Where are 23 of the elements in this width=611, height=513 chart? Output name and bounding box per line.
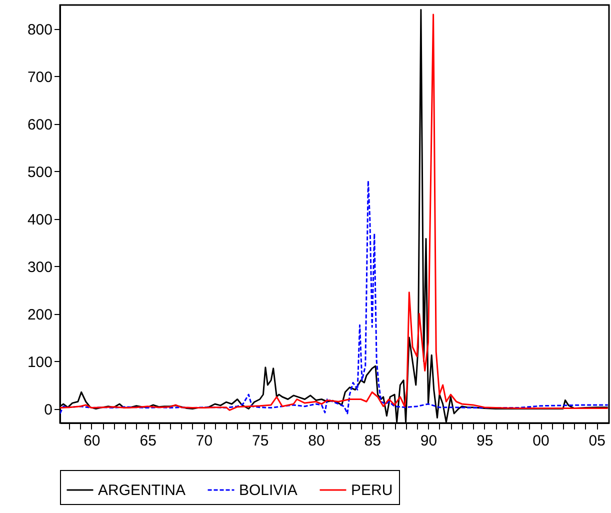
x-tick-label: 75 bbox=[252, 432, 269, 450]
x-tick-label: 60 bbox=[84, 432, 100, 450]
y-tick-label: 600 bbox=[27, 116, 52, 134]
y-tick-label: 0 bbox=[44, 401, 52, 418]
y-tick-label: 300 bbox=[27, 258, 52, 276]
legend-label: PERU bbox=[351, 482, 393, 499]
y-tick-label: 800 bbox=[27, 21, 52, 38]
line-series bbox=[60, 180, 609, 414]
legend-label: ARGENTINA bbox=[98, 482, 186, 499]
y-tick-label: 100 bbox=[27, 354, 52, 371]
y-tick-label: 500 bbox=[27, 164, 52, 181]
x-tick-label: 70 bbox=[196, 432, 213, 450]
x-tick-label: 05 bbox=[588, 432, 606, 450]
x-tick-label: 65 bbox=[140, 432, 156, 450]
x-tick-label: 00 bbox=[532, 432, 550, 450]
y-tick-label: 200 bbox=[27, 306, 52, 324]
x-tick-label: 95 bbox=[476, 432, 494, 450]
x-tick-label: 90 bbox=[420, 432, 438, 450]
y-tick-label: 700 bbox=[27, 68, 52, 86]
y-tick-label: 400 bbox=[27, 211, 52, 228]
x-tick-label: 80 bbox=[308, 432, 325, 450]
x-tick-label: 85 bbox=[364, 432, 381, 450]
legend-label: BOLIVIA bbox=[239, 482, 298, 499]
